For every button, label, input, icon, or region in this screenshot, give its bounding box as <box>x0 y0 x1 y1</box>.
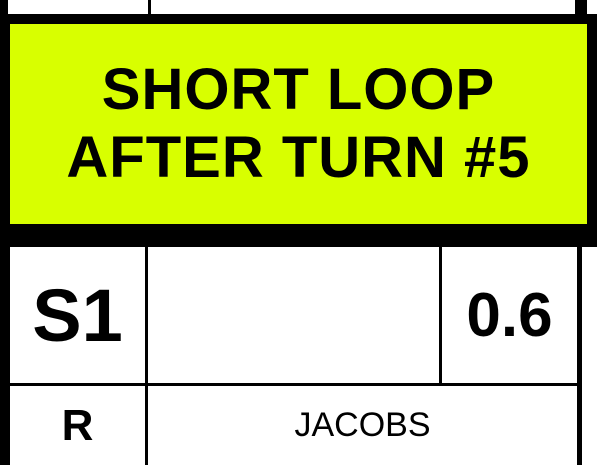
direction-cell: R <box>61 400 94 450</box>
banner-line-2: AFTER TURN #5 <box>66 125 531 190</box>
name-cell: JACOBS <box>294 406 431 444</box>
instruction-banner: SHORT LOOP AFTER TURN #5 <box>0 14 597 234</box>
stage-code-cell: S1 <box>32 273 123 357</box>
table-right-border <box>577 230 582 465</box>
middle-cell <box>148 247 439 383</box>
banner-line-1: SHORT LOOP <box>101 57 496 122</box>
table-divider <box>10 383 577 386</box>
distance-cell: 0.6 <box>466 280 553 350</box>
table-top-border <box>0 230 597 247</box>
table-divider <box>145 247 148 465</box>
table-left-border <box>0 230 10 465</box>
frame-line <box>148 0 151 24</box>
frame-line <box>0 0 8 24</box>
table-divider <box>439 247 442 385</box>
info-table <box>0 232 597 465</box>
